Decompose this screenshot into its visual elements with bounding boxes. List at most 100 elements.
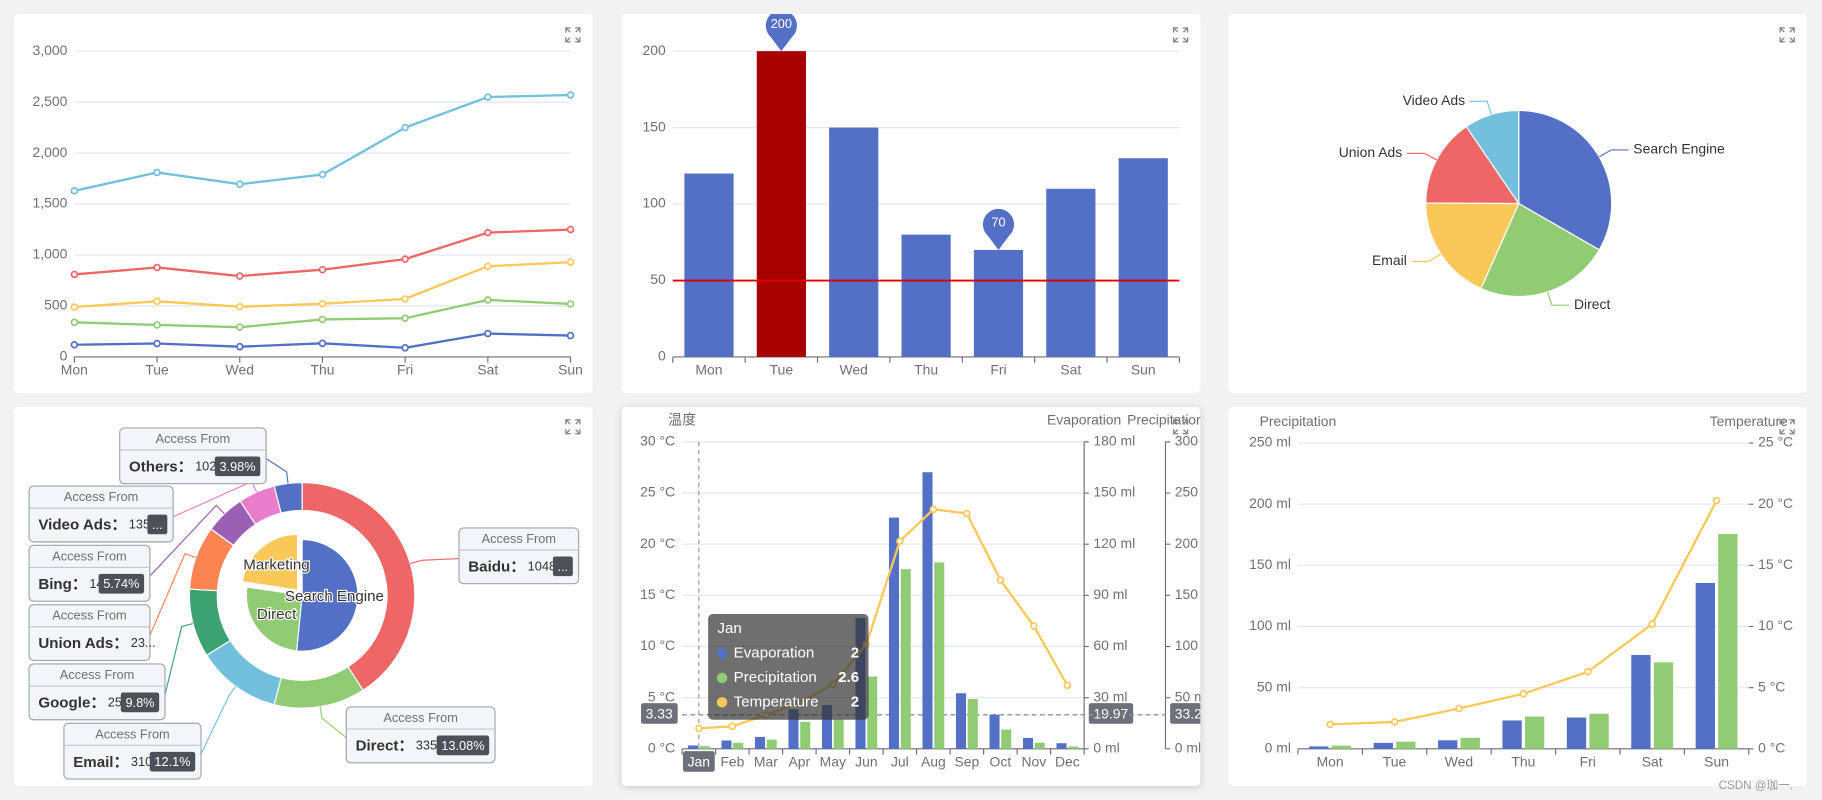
bar bbox=[684, 173, 734, 357]
point bbox=[70, 340, 79, 349]
point bbox=[235, 272, 244, 280]
bar bbox=[788, 709, 799, 749]
point bbox=[695, 724, 703, 733]
y-tick-label: 150 ml bbox=[1093, 484, 1135, 500]
point bbox=[1063, 681, 1072, 690]
point bbox=[484, 296, 492, 304]
point bbox=[929, 505, 938, 514]
x-tick-label: Fri bbox=[990, 362, 1006, 378]
x-tick-label: Dec bbox=[1055, 753, 1080, 769]
point bbox=[235, 323, 244, 331]
label-name: Google bbox=[38, 694, 90, 711]
label-separator: ： bbox=[113, 635, 128, 652]
label-value: 135 bbox=[129, 517, 150, 532]
point bbox=[70, 187, 79, 195]
y-tick-label: 0 bbox=[658, 348, 666, 364]
bar bbox=[1001, 729, 1012, 749]
point bbox=[1455, 704, 1463, 713]
axis-title: Precipitation bbox=[1127, 412, 1204, 428]
bar bbox=[1524, 716, 1545, 749]
y-tick-label: 100 ml bbox=[1249, 617, 1291, 633]
percent-badge-box bbox=[214, 456, 261, 477]
y-tick-label: 30 ml bbox=[1093, 688, 1127, 704]
y-tick-label: 50 bbox=[650, 271, 666, 287]
leader-line bbox=[164, 622, 194, 695]
y-tick-label: 100 bbox=[643, 195, 666, 211]
leader-line bbox=[319, 706, 347, 739]
slice bbox=[1465, 109, 1520, 206]
label-header: Access From bbox=[95, 726, 169, 741]
bar bbox=[766, 739, 777, 749]
point bbox=[566, 331, 575, 340]
point bbox=[401, 344, 409, 352]
y-tick-label: 30 °C bbox=[640, 433, 675, 449]
y-tick-label: 2,500 bbox=[33, 93, 68, 109]
point bbox=[896, 537, 904, 545]
y-tick-label: 1,500 bbox=[33, 195, 68, 211]
x-tick-label: Thu bbox=[310, 362, 334, 378]
x-tick-label: Jul bbox=[891, 753, 909, 769]
y-tick-label: 200 bbox=[643, 42, 666, 58]
tooltip-series-name: Precipitation bbox=[734, 669, 817, 686]
point bbox=[153, 321, 161, 329]
label-box bbox=[28, 604, 151, 662]
point bbox=[153, 297, 161, 306]
pointer-label-box bbox=[1170, 703, 1201, 724]
chart: 0 500 1,000 1,500 2,000 2,500 3,000 Mon Tue Wed Th… bbox=[33, 42, 583, 378]
mark-point bbox=[982, 208, 1015, 250]
x-tick-label: Wed bbox=[840, 362, 868, 378]
percent-badge: 9.8% bbox=[125, 695, 154, 710]
label-separator: ： bbox=[398, 737, 413, 754]
x-tick-label: May bbox=[820, 753, 846, 769]
x-tick-label: Sat bbox=[1060, 362, 1081, 378]
y-tick-label: 250 ml bbox=[1249, 434, 1291, 450]
y-tick-label: 15 °C bbox=[1758, 556, 1793, 572]
bar bbox=[833, 719, 844, 749]
mark-point bbox=[765, 13, 797, 52]
point bbox=[318, 265, 327, 274]
y-tick-label: 15 °C bbox=[640, 586, 675, 602]
x-tick-label: Mar bbox=[754, 753, 778, 769]
label-row: Google： 251 bbox=[38, 694, 129, 711]
label-row: Email： 310 bbox=[73, 754, 152, 771]
leader-line bbox=[1469, 100, 1492, 115]
label-row: Others： 102 bbox=[129, 458, 216, 475]
leader-line bbox=[1411, 253, 1441, 263]
bar bbox=[1695, 582, 1715, 749]
leader-line bbox=[1406, 152, 1437, 161]
slice bbox=[1425, 125, 1520, 205]
bar bbox=[754, 736, 766, 749]
x-tick-label: Fri bbox=[1580, 753, 1596, 769]
label-name: Baidu bbox=[468, 558, 510, 575]
point bbox=[484, 262, 492, 271]
point bbox=[566, 225, 575, 234]
y-tick-label: 50 ml bbox=[1257, 678, 1291, 694]
y-tick-label: 500 bbox=[44, 297, 67, 313]
x-tick-label: Thu bbox=[1511, 753, 1535, 769]
percent-badge-box bbox=[436, 735, 490, 756]
point bbox=[728, 722, 737, 731]
tooltip-marker bbox=[716, 672, 728, 684]
label-name: Others bbox=[129, 458, 178, 475]
label-name: Bing bbox=[38, 576, 72, 593]
y-tick-label: 50 ml bbox=[1175, 688, 1209, 704]
x-tick-label: Sun bbox=[558, 362, 583, 378]
label-row: Direct： 335 bbox=[356, 737, 438, 754]
x-tick-label: Fri bbox=[397, 362, 413, 378]
pointer-label: 3.33 bbox=[646, 705, 673, 721]
x-tick-label: Sat bbox=[477, 362, 498, 378]
point bbox=[318, 170, 327, 179]
y-tick-label: 1,000 bbox=[33, 246, 68, 262]
percent-badge: 12.1% bbox=[154, 754, 190, 769]
leader-line bbox=[410, 558, 460, 565]
x-tick-label: Mon bbox=[61, 362, 88, 378]
pointer-label-box bbox=[1088, 703, 1134, 724]
point bbox=[1326, 720, 1334, 729]
y-tick-label: 0 °C bbox=[1758, 740, 1785, 756]
label-separator: ： bbox=[72, 576, 87, 593]
pointer-label: 19.97 bbox=[1093, 705, 1128, 721]
point bbox=[401, 123, 409, 132]
bar bbox=[1396, 741, 1416, 749]
label-header: Access From bbox=[52, 548, 126, 563]
